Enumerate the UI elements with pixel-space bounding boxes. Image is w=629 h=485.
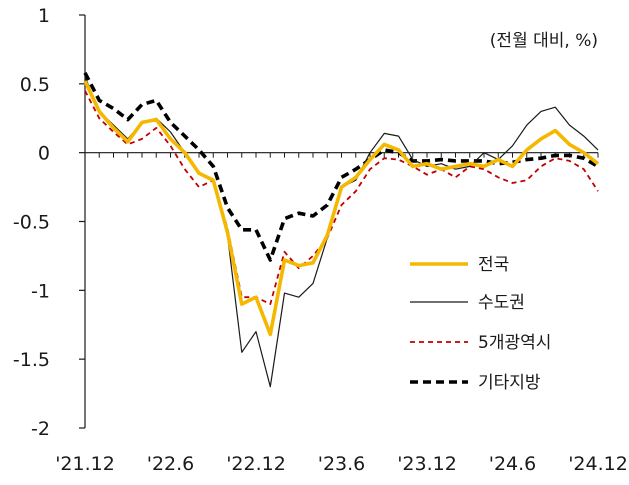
legend-label-1: 전국 [478, 255, 509, 275]
x-tick-label: '21.12 [55, 453, 115, 475]
x-tick-label: '24.12 [568, 453, 628, 475]
series-line-1 [83, 80, 600, 337]
y-tick-label: -1 [31, 280, 50, 302]
y-tick-label: -2 [31, 418, 50, 440]
series-line-4 [83, 71, 599, 262]
y-tick-label: 0.5 [20, 74, 50, 96]
chart-axes [84, 15, 598, 428]
x-axis-ticks: '21.12 '22.6 '22.12 '23.6 '23.12 '24.6 '24.12 [55, 152, 628, 475]
legend-label-4: 기타지방 [478, 373, 541, 393]
series-layer [83, 71, 600, 388]
unit-label: (전월 대비, %) [490, 31, 598, 51]
y-tick-label: 0 [38, 143, 50, 165]
x-tick-label: '22.6 [147, 453, 195, 475]
y-tick-label: -0.5 [13, 212, 50, 234]
x-tick-label: '22.12 [226, 453, 286, 475]
legend-label-2: 수도권 [478, 293, 525, 313]
x-tick-label: '23.12 [397, 453, 457, 475]
series-line-3 [84, 90, 599, 306]
x-tick-label: '24.6 [489, 453, 537, 475]
x-tick-label: '23.6 [318, 453, 366, 475]
y-tick-label: 1 [38, 5, 50, 27]
y-axis-ticks: 1 0.5 0 -0.5 -1 -1.5 -2 [13, 5, 85, 440]
y-tick-label: -1.5 [13, 349, 50, 371]
legend-label-3: 5개광역시 [478, 333, 551, 353]
